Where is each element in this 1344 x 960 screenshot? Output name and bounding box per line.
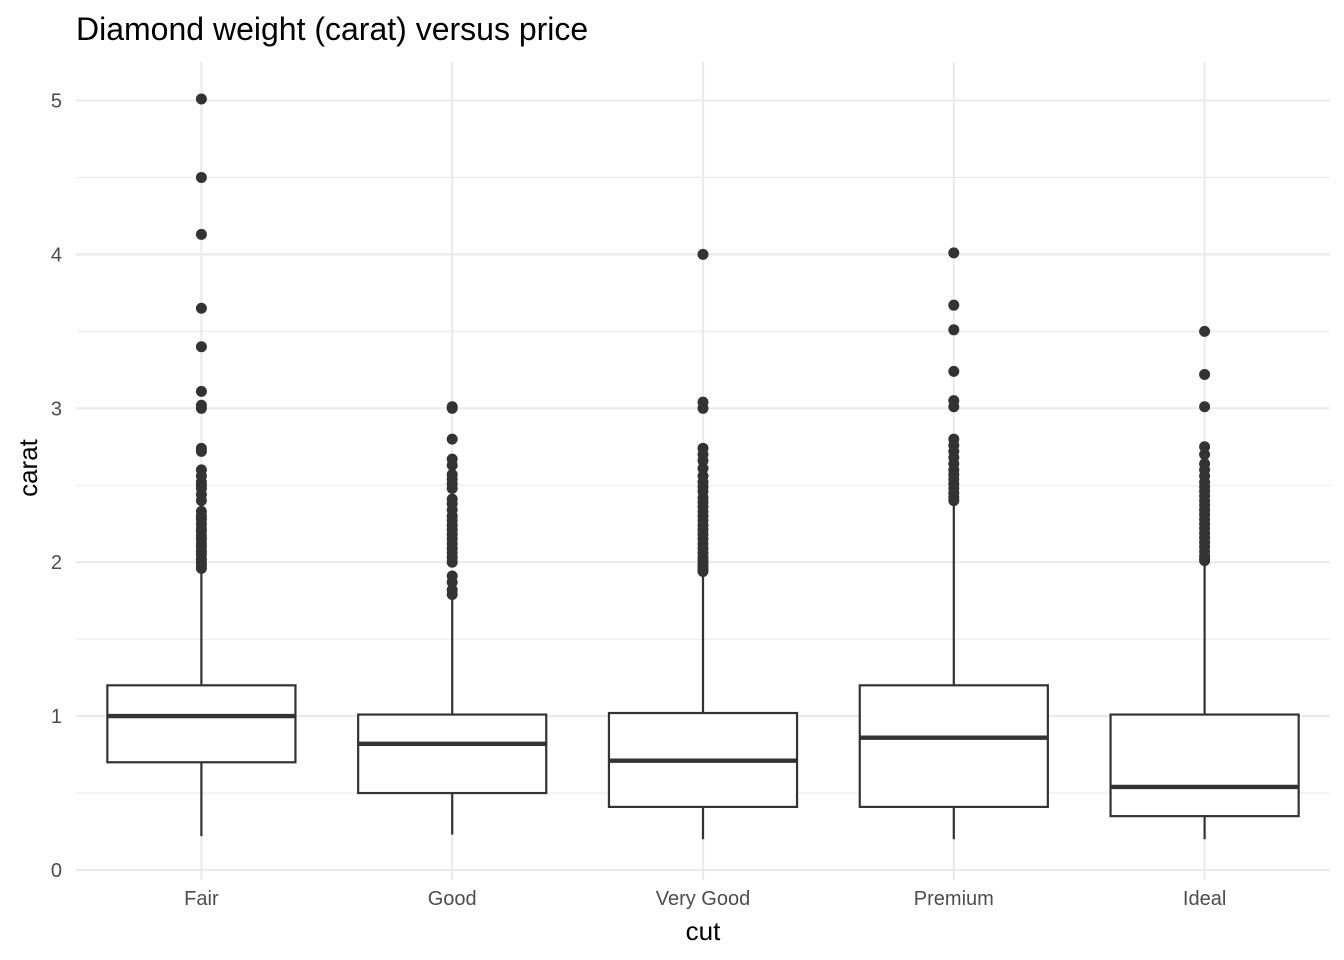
outlier-point bbox=[446, 482, 458, 494]
outlier-point bbox=[195, 385, 207, 397]
y-tick-label: 1 bbox=[51, 706, 62, 728]
y-tick-label: 5 bbox=[51, 91, 62, 113]
iqr-box bbox=[858, 684, 1049, 809]
outlier-point bbox=[697, 248, 709, 260]
y-tick-label: 4 bbox=[51, 244, 62, 266]
outlier-point bbox=[195, 402, 207, 414]
outlier-point bbox=[948, 401, 960, 413]
y-axis-title: carat bbox=[13, 438, 43, 497]
iqr-box bbox=[106, 684, 297, 764]
outlier-point bbox=[1199, 401, 1211, 413]
outlier-point bbox=[195, 93, 207, 105]
outlier-point bbox=[195, 171, 207, 183]
chart-title: Diamond weight (carat) versus price bbox=[76, 11, 588, 47]
y-tick-label: 0 bbox=[51, 860, 62, 882]
outlier-point bbox=[195, 341, 207, 353]
iqr-box bbox=[1109, 713, 1300, 818]
x-tick-label: Premium bbox=[914, 888, 994, 910]
box-good bbox=[357, 597, 548, 835]
x-axis-title: cut bbox=[686, 916, 721, 946]
box-layer bbox=[106, 503, 1300, 840]
outlier-point bbox=[446, 433, 458, 445]
outlier-point bbox=[697, 565, 709, 577]
outlier-point bbox=[195, 562, 207, 574]
outlier-point bbox=[948, 365, 960, 377]
x-tick-label: Ideal bbox=[1183, 888, 1226, 910]
outlier-point bbox=[446, 576, 458, 588]
box-fair bbox=[106, 569, 297, 837]
outlier-point bbox=[948, 495, 960, 507]
outlier-point bbox=[195, 302, 207, 314]
outlier-point bbox=[697, 455, 709, 467]
outlier-point bbox=[1199, 368, 1211, 380]
outlier-point bbox=[1199, 448, 1211, 460]
x-tick-label: Fair bbox=[184, 888, 219, 910]
x-tick-label: Very Good bbox=[656, 888, 751, 910]
box-very-good bbox=[607, 572, 799, 840]
outlier-point bbox=[697, 462, 709, 474]
iqr-box bbox=[357, 713, 548, 795]
outlier-point bbox=[948, 299, 960, 311]
outlier-point bbox=[948, 324, 960, 336]
outlier-point bbox=[697, 402, 709, 414]
outlier-point bbox=[446, 402, 458, 414]
outlier-point bbox=[1199, 441, 1211, 453]
outlier-point bbox=[195, 228, 207, 240]
box-ideal bbox=[1109, 562, 1300, 840]
x-tick-label: Good bbox=[428, 888, 477, 910]
outlier-point bbox=[446, 589, 458, 601]
outlier-point bbox=[195, 445, 207, 457]
x-axis-ticks: Fair Good Very Good Premium Ideal bbox=[184, 888, 1226, 910]
y-tick-label: 2 bbox=[51, 552, 62, 574]
outlier-point bbox=[446, 459, 458, 471]
outlier-point bbox=[195, 495, 207, 507]
outlier-layer bbox=[195, 93, 1211, 601]
outlier-point bbox=[1199, 555, 1211, 567]
outlier-point bbox=[948, 247, 960, 259]
outlier-point bbox=[1199, 325, 1211, 337]
y-axis-ticks: 0 1 2 3 4 5 bbox=[51, 91, 62, 883]
box-premium bbox=[858, 503, 1049, 840]
y-tick-label: 3 bbox=[51, 398, 62, 420]
outlier-point bbox=[446, 556, 458, 568]
